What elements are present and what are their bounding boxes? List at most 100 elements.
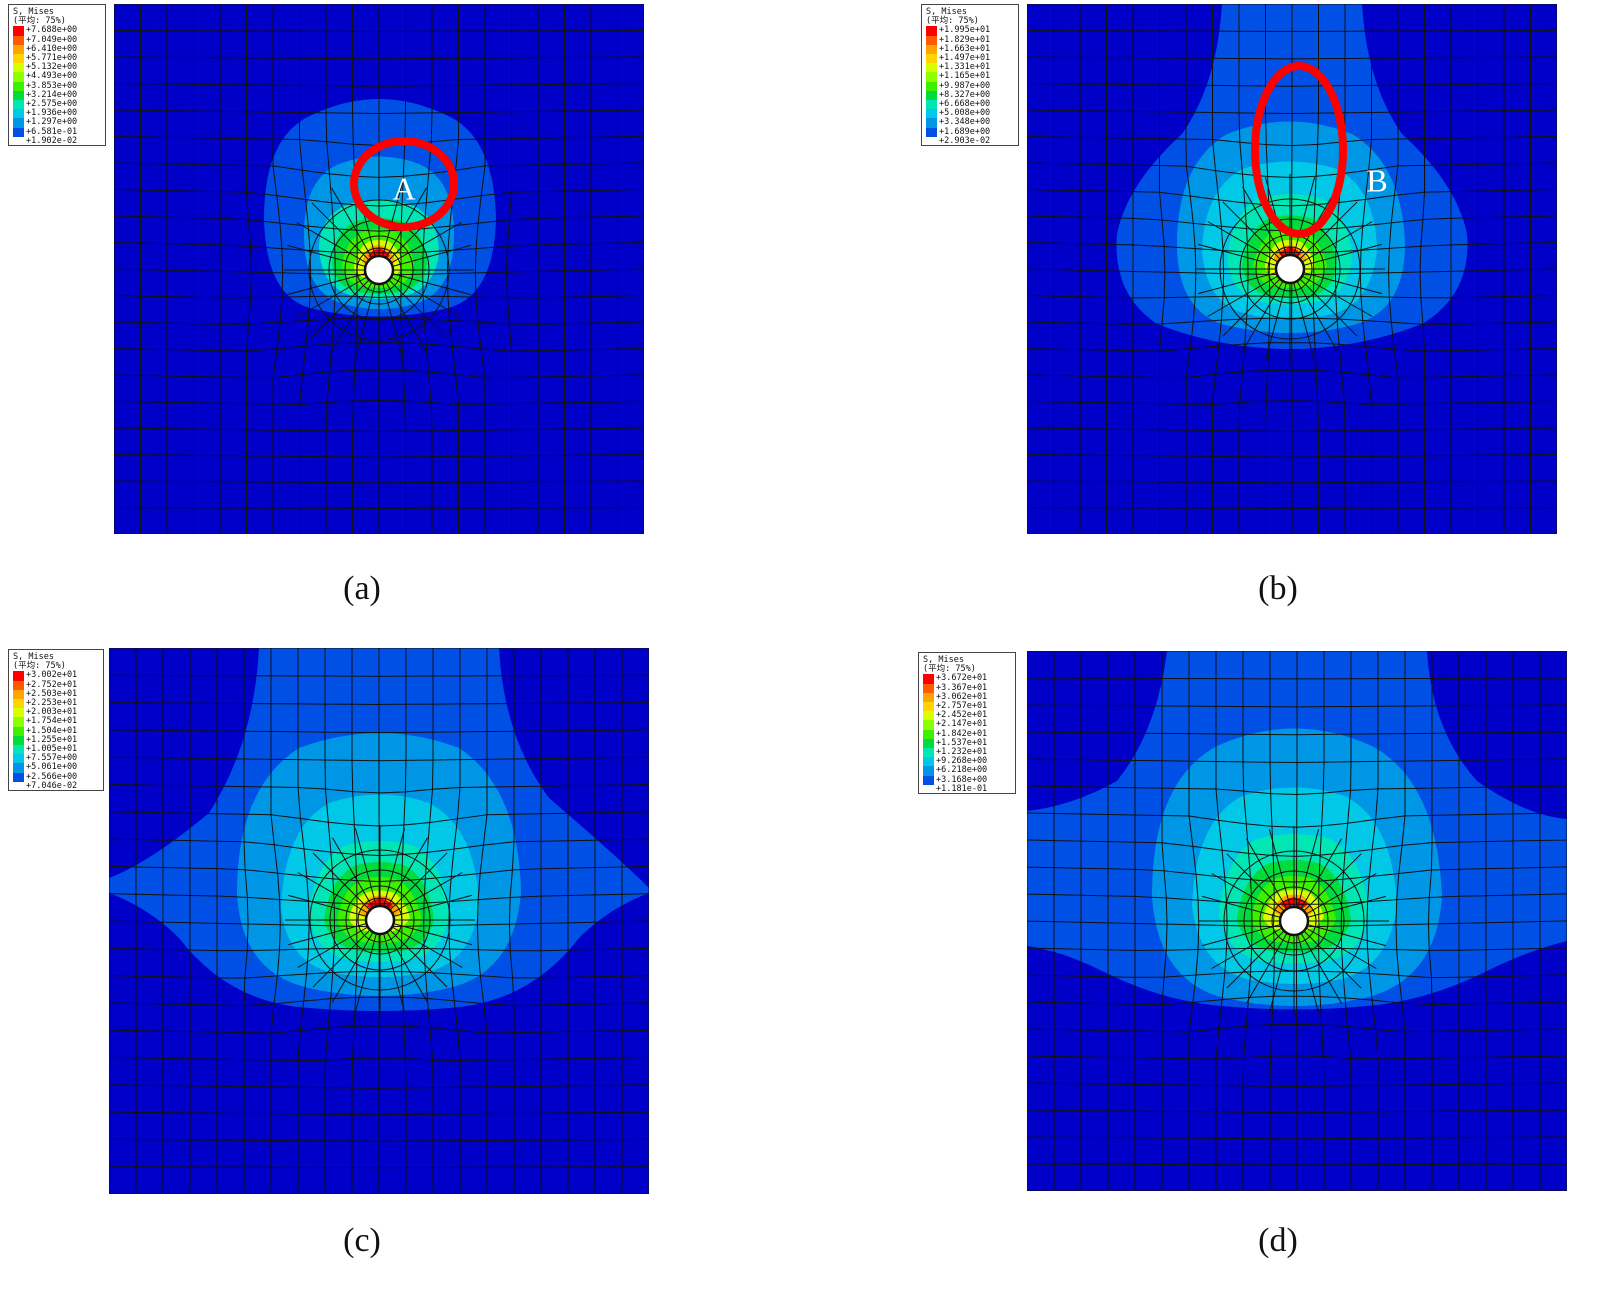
legend-swatch (13, 782, 24, 791)
legend-value: +1.829e+01 (939, 34, 991, 45)
mesh-line-v (270, 648, 281, 1194)
mesh-line-v (352, 4, 358, 534)
mesh-spoke (393, 923, 472, 946)
legend-swatch (13, 717, 24, 727)
mesh-spoke (386, 837, 428, 909)
legend-swatch (923, 766, 934, 776)
legend-swatch (923, 729, 934, 739)
mesh-spoke (1207, 221, 1279, 263)
legend-swatch (13, 90, 24, 101)
contour-plot-a: A (114, 4, 644, 534)
legend-swatch (13, 137, 24, 146)
legend-entry: +6.410e+00 (13, 44, 101, 54)
mesh-ring (357, 897, 403, 943)
legend-entry: +1.663e+01 (926, 44, 1014, 54)
mesh-spoke (353, 283, 376, 362)
mesh-spoke (296, 222, 368, 264)
legend-swatch (923, 702, 934, 712)
mesh-spoke (1293, 282, 1316, 361)
legend-entry: +3.002e+01 (13, 670, 99, 681)
legend-swatch (13, 118, 24, 128)
legend-value: +1.165e+01 (939, 71, 991, 82)
mesh-line-v (1242, 651, 1253, 1191)
legend-entry: +7.688e+00 (13, 26, 101, 36)
legend-swatch (923, 748, 934, 758)
mesh-ring (1259, 886, 1329, 956)
legend-value: +3.853e+00 (26, 80, 78, 91)
legend-title: S, Mises (926, 7, 967, 17)
highlight-ellipse (350, 137, 458, 231)
legend-value: +1.497e+01 (939, 53, 991, 64)
mesh-spoke (1198, 272, 1277, 295)
mesh-spoke (297, 872, 369, 914)
mesh-spoke (1307, 924, 1386, 947)
legend-a: S, Mises (平均: 75%) +7.688e+00 +7.049e+00 +… (8, 4, 106, 146)
legend-swatch (923, 711, 934, 721)
legend-entry: +6.581e-01 (13, 127, 101, 137)
legend-swatch (923, 738, 934, 749)
legend-swatch (926, 109, 937, 119)
mesh-line-v (1395, 651, 1406, 1191)
legend-swatch (13, 127, 24, 137)
mesh-spoke (389, 852, 448, 911)
legend-entry: +6.218e+00 (923, 765, 1011, 776)
legend-swatch (13, 109, 24, 119)
legend-swatch (923, 785, 934, 794)
mesh-spoke (311, 279, 370, 338)
mesh-spoke (1297, 934, 1320, 1013)
mesh-ring (1271, 898, 1317, 944)
legend-entry: +5.008e+00 (926, 109, 1014, 119)
mesh-line-v (1318, 651, 1325, 1191)
mesh-line-v (448, 648, 461, 1194)
legend-value: +1.232e+01 (936, 747, 988, 758)
mesh-ring (329, 869, 431, 971)
mesh-spoke (392, 273, 471, 296)
legend-value: +2.452e+01 (936, 710, 988, 721)
legend-value: +2.566e+00 (26, 771, 78, 782)
mesh-spoke (1303, 272, 1382, 295)
legend-value: +6.218e+00 (936, 765, 988, 776)
legend-rows: +3.002e+01 +2.752e+01 +2.503e+01 +2.253e+01… (13, 671, 99, 791)
mesh-spoke (1300, 932, 1342, 1004)
mesh-spoke (1299, 278, 1358, 337)
legend-swatch (13, 735, 24, 746)
legend-entry: +1.995e+01 (926, 26, 1014, 36)
mesh-spoke (1303, 853, 1362, 912)
mesh-spoke (354, 828, 377, 907)
legend-rows: +1.995e+01 +1.829e+01 +1.663e+01 +1.497e+01… (926, 26, 1014, 146)
mesh-line-v (1312, 4, 1319, 534)
fem-mesh-a: A (114, 4, 644, 534)
mesh-line-v (423, 648, 434, 1194)
contour-plot-b: B (1027, 4, 1557, 534)
legend-swatch (923, 683, 934, 693)
legend-value: +3.002e+01 (26, 670, 78, 681)
legend-entry: +3.062e+01 (923, 691, 1011, 702)
mesh-spoke (1300, 838, 1342, 910)
legend-subtitle: (平均: 75%) (923, 664, 976, 675)
legend-value: +3.062e+01 (936, 691, 988, 702)
legend-value: +2.003e+01 (26, 707, 78, 718)
legend-value: +7.049e+00 (26, 34, 78, 45)
legend-entry: +1.497e+01 (926, 53, 1014, 64)
mesh-line-v (297, 648, 310, 1194)
mesh-spoke (1301, 221, 1373, 263)
mesh-ring (1223, 850, 1365, 992)
legend-d: S, Mises (平均: 75%) +3.672e+01 +3.367e+01 +… (918, 652, 1016, 794)
legend-swatch (13, 26, 24, 36)
legend-b: S, Mises (平均: 75%) +1.995e+01 +1.829e+01 +… (921, 4, 1019, 146)
mesh-spoke (288, 894, 367, 917)
legend-swatch (923, 692, 934, 702)
mesh-spoke (1246, 932, 1288, 1004)
legend-entry: +1.297e+00 (13, 118, 101, 128)
legend-swatch (926, 54, 937, 64)
legend-swatch (13, 763, 24, 773)
legend-swatch (926, 26, 937, 36)
mesh-spoke (390, 276, 462, 318)
mesh-spoke (1207, 275, 1279, 317)
mesh-spoke (331, 281, 373, 353)
mesh-line-v (325, 4, 336, 534)
mesh-spoke (1198, 243, 1277, 266)
mesh-spoke (332, 837, 374, 909)
mesh-spoke (1305, 927, 1377, 969)
mesh-spoke (1246, 838, 1288, 910)
